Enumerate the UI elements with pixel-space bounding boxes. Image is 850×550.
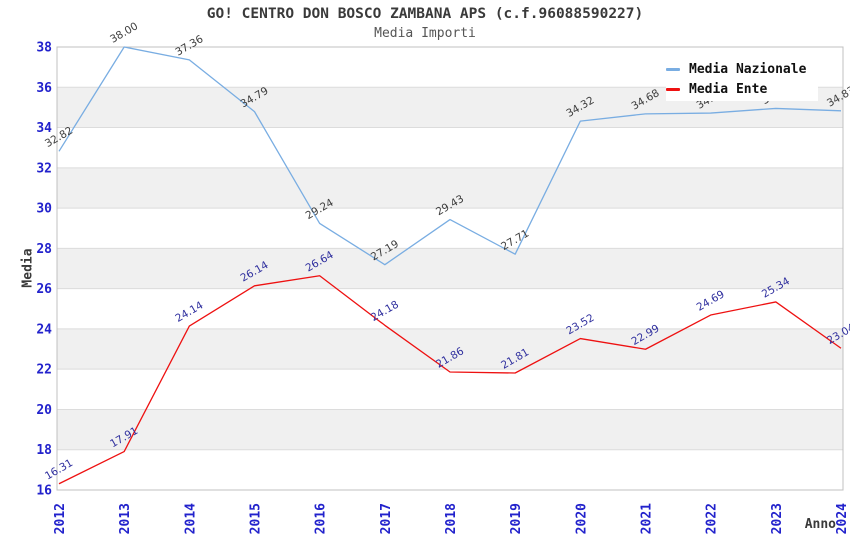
svg-text:18: 18 bbox=[36, 443, 52, 458]
svg-text:16: 16 bbox=[36, 484, 52, 499]
svg-text:2012: 2012 bbox=[53, 503, 68, 534]
svg-text:2022: 2022 bbox=[705, 503, 720, 534]
legend-label-media-ente: Media Ente bbox=[689, 81, 768, 97]
svg-text:2014: 2014 bbox=[183, 503, 198, 534]
svg-text:30: 30 bbox=[36, 202, 52, 217]
legend-swatch-media-nazionale bbox=[666, 68, 680, 72]
svg-text:38: 38 bbox=[36, 41, 52, 56]
legend: Media Nazionale Media Ente bbox=[666, 58, 818, 101]
labels-media-nazionale: 32.8238.0037.3634.7929.2427.1929.4327.71… bbox=[43, 20, 850, 263]
chart-subtitle: Media Importi bbox=[374, 26, 476, 41]
svg-text:32: 32 bbox=[36, 161, 52, 176]
svg-text:2019: 2019 bbox=[509, 503, 524, 534]
svg-text:24.18: 24.18 bbox=[369, 299, 401, 324]
line-media-nazionale bbox=[58, 46, 842, 266]
legend-swatch-media-ente bbox=[666, 87, 680, 91]
svg-text:2020: 2020 bbox=[574, 503, 589, 534]
legend-item-media-ente: Media Ente bbox=[666, 82, 818, 97]
y-tick-labels: 16 18 20 22 24 26 28 30 32 34 36 38 bbox=[36, 41, 52, 499]
svg-text:2013: 2013 bbox=[118, 503, 133, 534]
svg-text:2015: 2015 bbox=[249, 503, 264, 534]
plot-bands bbox=[57, 87, 843, 450]
svg-text:24.14: 24.14 bbox=[173, 299, 205, 325]
x-axis-title: Anno bbox=[804, 517, 836, 532]
svg-text:20: 20 bbox=[36, 403, 52, 418]
svg-text:26: 26 bbox=[36, 282, 52, 297]
svg-text:23.04: 23.04 bbox=[825, 321, 850, 347]
line-media-ente bbox=[58, 275, 842, 485]
svg-text:2016: 2016 bbox=[314, 503, 329, 534]
svg-text:34: 34 bbox=[36, 121, 52, 136]
svg-text:2018: 2018 bbox=[444, 503, 459, 534]
svg-text:24.69: 24.69 bbox=[695, 288, 727, 313]
svg-text:22: 22 bbox=[36, 363, 52, 378]
chart-title: GO! CENTRO DON BOSCO ZAMBANA APS (c.f.96… bbox=[206, 6, 644, 22]
legend-label-media-nazionale: Media Nazionale bbox=[689, 62, 807, 78]
x-tick-labels: 2012 2013 2014 2015 2016 2017 2018 2019 2020 2021… bbox=[53, 503, 850, 534]
svg-text:28: 28 bbox=[36, 242, 52, 257]
y-axis-title: Media bbox=[20, 248, 36, 288]
legend-item-media-nazionale: Media Nazionale bbox=[666, 62, 818, 77]
svg-text:2024: 2024 bbox=[835, 503, 850, 534]
plot-border bbox=[56, 46, 844, 491]
svg-text:2023: 2023 bbox=[770, 503, 785, 534]
svg-text:2017: 2017 bbox=[379, 503, 394, 534]
svg-text:24: 24 bbox=[36, 322, 52, 337]
svg-text:2021: 2021 bbox=[640, 503, 655, 534]
svg-text:36: 36 bbox=[36, 81, 52, 96]
